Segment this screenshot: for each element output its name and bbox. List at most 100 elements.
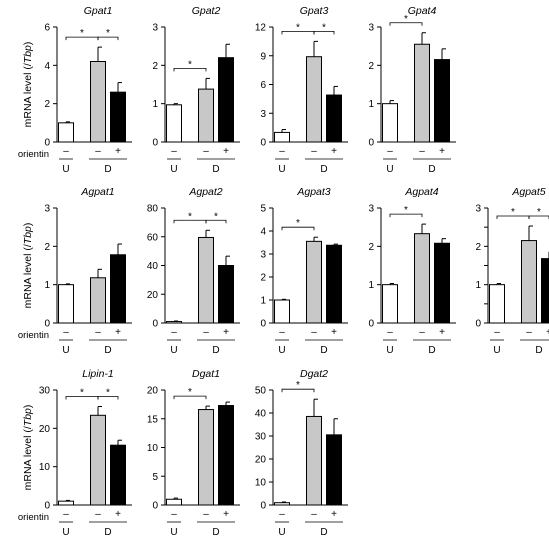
significance-star: * xyxy=(106,387,110,398)
y-axis-label-close: ) xyxy=(22,223,34,227)
panel-title: Dgat2 xyxy=(300,368,328,380)
y-tick-label: 1 xyxy=(152,99,158,110)
group-label: D xyxy=(320,527,327,538)
treatment-label: orientin xyxy=(18,512,49,523)
panel-title: Agpat5 xyxy=(511,186,545,198)
condition-label: – xyxy=(95,327,101,338)
y-tick-label: 0 xyxy=(260,319,266,330)
y-tick-label: 0 xyxy=(368,138,374,149)
group-label: U xyxy=(62,527,69,538)
bar xyxy=(383,104,398,142)
y-tick-label: 40 xyxy=(147,261,159,272)
significance-star: * xyxy=(188,59,192,70)
condition-label: + xyxy=(331,509,337,520)
significance-star: * xyxy=(296,22,300,33)
y-tick-label: 0 xyxy=(152,138,158,149)
condition-label: – xyxy=(311,146,317,157)
bar xyxy=(59,123,74,142)
y-tick-label: 3 xyxy=(152,23,158,34)
significance-star: * xyxy=(404,205,408,216)
panel-title: Agpat4 xyxy=(404,186,438,198)
bar xyxy=(219,58,234,142)
bar xyxy=(59,285,74,323)
bar xyxy=(327,435,342,505)
group-label: U xyxy=(278,164,285,175)
group-label: U xyxy=(386,164,393,175)
y-tick-label: 0 xyxy=(260,501,266,512)
bar xyxy=(383,285,398,323)
y-tick-label: 2 xyxy=(44,99,50,110)
y-tick-label: 0 xyxy=(152,501,158,512)
bar xyxy=(490,285,505,323)
group-label: D xyxy=(212,527,219,538)
y-tick-label: 20 xyxy=(147,386,159,397)
y-tick-label: 0 xyxy=(44,138,50,149)
y-axis-label-text: mRNA level (/ xyxy=(22,63,34,127)
y-tick-label: 3 xyxy=(368,204,374,215)
bar xyxy=(307,57,322,142)
condition-label: – xyxy=(95,146,101,157)
bar xyxy=(219,266,234,324)
significance-star: * xyxy=(188,211,192,222)
group-label: D xyxy=(428,164,435,175)
y-axis-label-gene: Tbp xyxy=(22,45,34,63)
bar xyxy=(219,406,234,505)
group-label: U xyxy=(386,345,393,356)
y-tick-label: 5 xyxy=(260,204,266,215)
y-axis-label-close: ) xyxy=(22,405,34,409)
group-label: U xyxy=(62,164,69,175)
panel-title: Dgat1 xyxy=(192,368,220,380)
y-tick-label: 9 xyxy=(260,51,266,62)
group-label: D xyxy=(535,345,542,356)
significance-star: * xyxy=(296,218,300,229)
y-tick-label: 0 xyxy=(368,319,374,330)
condition-label: – xyxy=(279,146,285,157)
condition-label: – xyxy=(63,146,69,157)
group-label: D xyxy=(104,527,111,538)
y-tick-label: 50 xyxy=(255,386,267,397)
y-tick-label: 0 xyxy=(475,319,481,330)
y-tick-label: 5 xyxy=(152,472,158,483)
bar xyxy=(199,89,214,142)
y-tick-label: 4 xyxy=(260,227,266,238)
significance-star: * xyxy=(511,207,515,218)
significance-star: * xyxy=(322,22,326,33)
y-axis-label: mRNA level (/Tbp) xyxy=(22,42,34,128)
panel-title: Gpat1 xyxy=(84,5,113,17)
condition-label: + xyxy=(115,146,121,157)
condition-label: – xyxy=(203,146,209,157)
y-tick-label: 0 xyxy=(152,319,158,330)
group-label: D xyxy=(212,345,219,356)
significance-star: * xyxy=(106,28,110,39)
y-axis-label: mRNA level (/Tbp) xyxy=(22,405,34,491)
y-axis-label-gene: Tbp xyxy=(22,226,34,244)
significance-star: * xyxy=(537,207,541,218)
y-tick-label: 2 xyxy=(368,242,374,253)
y-tick-label: 20 xyxy=(147,290,159,301)
y-tick-label: 3 xyxy=(368,23,374,34)
condition-label: – xyxy=(203,327,209,338)
condition-label: – xyxy=(95,509,101,520)
condition-label: + xyxy=(439,146,445,157)
significance-star: * xyxy=(296,380,300,391)
bar xyxy=(327,245,342,323)
significance-star: * xyxy=(80,387,84,398)
condition-label: + xyxy=(439,327,445,338)
condition-label: – xyxy=(171,509,177,520)
bar xyxy=(91,62,106,143)
group-label: D xyxy=(104,345,111,356)
condition-label: – xyxy=(279,509,285,520)
bar xyxy=(199,410,214,505)
bar xyxy=(307,241,322,323)
significance-star: * xyxy=(214,211,218,222)
y-tick-label: 3 xyxy=(260,109,266,120)
bar xyxy=(275,132,290,142)
